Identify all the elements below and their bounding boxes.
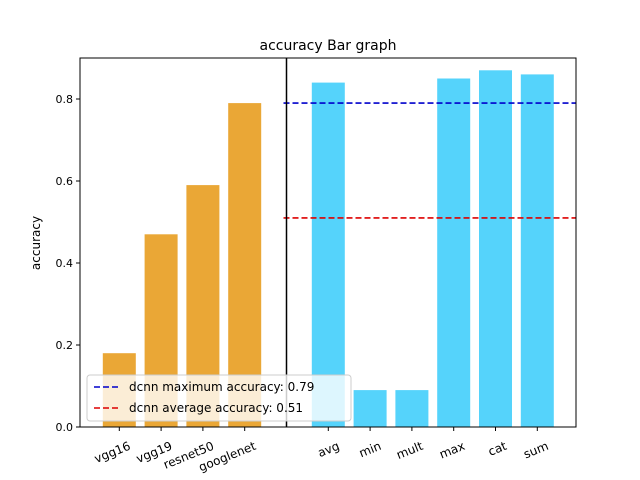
x-tick-label: mult (394, 439, 425, 462)
x-tick-label: avg (316, 439, 342, 460)
y-axis: 0.0 0.2 0.4 0.6 0.8 (56, 93, 80, 434)
bar-googlenet (228, 103, 262, 427)
y-tick-label: 0.2 (56, 339, 74, 352)
legend-label-1: dcnn average accuracy: 0.51 (129, 401, 303, 415)
x-tick-label: vgg16 (92, 439, 132, 466)
bar-max (437, 78, 471, 427)
bar-mult (395, 390, 429, 427)
x-tick-label: sum (521, 439, 550, 462)
y-axis-label: accuracy (29, 216, 43, 270)
bars-group (102, 70, 554, 428)
x-tick-label: max (437, 439, 466, 462)
y-tick-label: 0.6 (56, 175, 74, 188)
bar-min (353, 390, 387, 427)
x-tick-label: cat (486, 439, 509, 459)
reference-lines-group (283, 102, 576, 219)
bar-cat (479, 70, 512, 428)
y-tick-label: 0.8 (56, 93, 74, 106)
legend: dcnn maximum accuracy: 0.79 dcnn average … (86, 374, 352, 422)
x-tick-label: min (357, 439, 383, 460)
legend-label-0: dcnn maximum accuracy: 0.79 (129, 380, 314, 394)
y-tick-label: 0.4 (56, 257, 74, 270)
legend-box (86, 374, 352, 422)
bar-avg (311, 82, 345, 427)
y-tick-label: 0.0 (56, 421, 74, 434)
chart-title: accuracy Bar graph (260, 38, 397, 54)
bar-sum (520, 74, 554, 428)
